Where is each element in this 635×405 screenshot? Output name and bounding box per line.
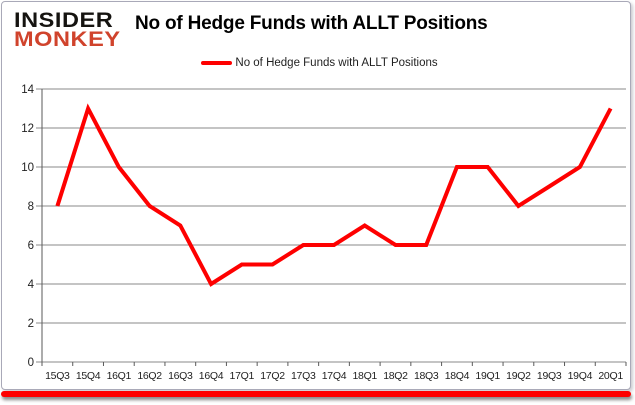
x-tick-label: 19Q1 bbox=[475, 370, 500, 382]
series-line bbox=[55, 103, 613, 287]
x-tick-label: 19Q2 bbox=[506, 370, 531, 382]
x-tick-label: 18Q3 bbox=[414, 370, 439, 382]
line-chart: 0 2 4 6 8 10 12 14 15Q3 15Q4 16Q1 16Q2 16Q3 16Q4 17Q1 1… bbox=[21, 84, 627, 382]
legend-line-swatch bbox=[201, 61, 233, 65]
x-tick-label: 17Q2 bbox=[260, 370, 285, 382]
x-tick-label: 17Q4 bbox=[322, 370, 347, 382]
chart-card: INSIDER MONKEY No of Hedge Funds with AL… bbox=[1, 1, 631, 390]
logo-text-insider: INSIDER bbox=[14, 9, 114, 32]
x-tick-label: 19Q3 bbox=[537, 370, 562, 382]
legend: No of Hedge Funds with ALLT Positions bbox=[2, 57, 635, 69]
x-tick-label: 17Q1 bbox=[230, 370, 255, 382]
y-tick-label: 12 bbox=[21, 123, 34, 135]
y-tick-label: 10 bbox=[21, 162, 34, 174]
x-tick-label: 19Q4 bbox=[568, 370, 593, 382]
x-tick-label: 16Q1 bbox=[107, 370, 132, 382]
x-tick-label: 20Q1 bbox=[598, 370, 623, 382]
x-tick-label: 17Q3 bbox=[291, 370, 316, 382]
logo-text-monkey: MONKEY bbox=[14, 28, 121, 52]
y-tick-label: 4 bbox=[28, 279, 35, 291]
y-tick-label: 2 bbox=[28, 318, 34, 330]
y-tick-label: 8 bbox=[28, 201, 34, 213]
insider-monkey-logo: INSIDER MONKEY bbox=[14, 9, 121, 52]
x-tick-label: 16Q3 bbox=[168, 370, 193, 382]
x-tick-label: 16Q4 bbox=[199, 370, 224, 382]
legend-label: No of Hedge Funds with ALLT Positions bbox=[235, 57, 438, 69]
x-tick-label: 16Q2 bbox=[137, 370, 162, 382]
y-tick-label: 14 bbox=[21, 84, 34, 96]
bottom-accent-bar bbox=[1, 391, 631, 397]
y-tick-label: 6 bbox=[28, 240, 34, 252]
x-tick-label: 15Q3 bbox=[45, 370, 70, 382]
x-tick-label: 18Q1 bbox=[352, 370, 377, 382]
chart-title: No of Hedge Funds with ALLT Positions bbox=[135, 13, 488, 34]
y-tick-label: 0 bbox=[28, 357, 34, 369]
x-tick-label: 18Q2 bbox=[383, 370, 408, 382]
x-tick-label: 18Q4 bbox=[445, 370, 470, 382]
x-tick-label: 15Q4 bbox=[76, 370, 101, 382]
